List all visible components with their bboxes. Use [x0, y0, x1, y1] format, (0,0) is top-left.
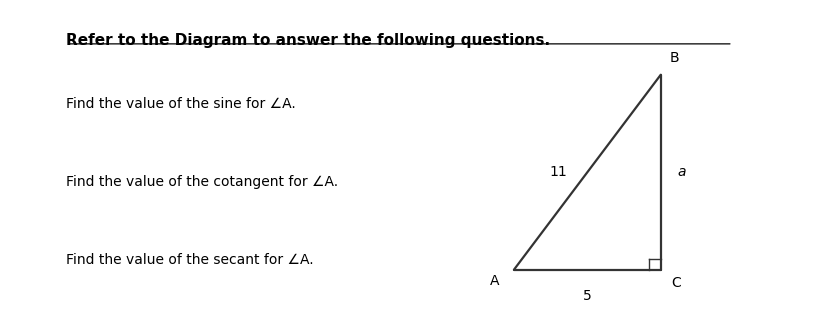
Text: C: C — [671, 276, 680, 290]
Text: Find the value of the sine for ∠A.: Find the value of the sine for ∠A. — [66, 97, 295, 111]
Text: 11: 11 — [548, 165, 566, 179]
Text: A: A — [489, 274, 499, 288]
Text: Find the value of the cotangent for ∠A.: Find the value of the cotangent for ∠A. — [66, 175, 338, 189]
Text: B: B — [668, 51, 678, 65]
Text: 5: 5 — [582, 289, 591, 303]
Text: Find the value of the secant for ∠A.: Find the value of the secant for ∠A. — [66, 253, 313, 267]
Text: a: a — [676, 165, 686, 179]
Text: Refer to the Diagram to answer the following questions.: Refer to the Diagram to answer the follo… — [66, 32, 550, 47]
